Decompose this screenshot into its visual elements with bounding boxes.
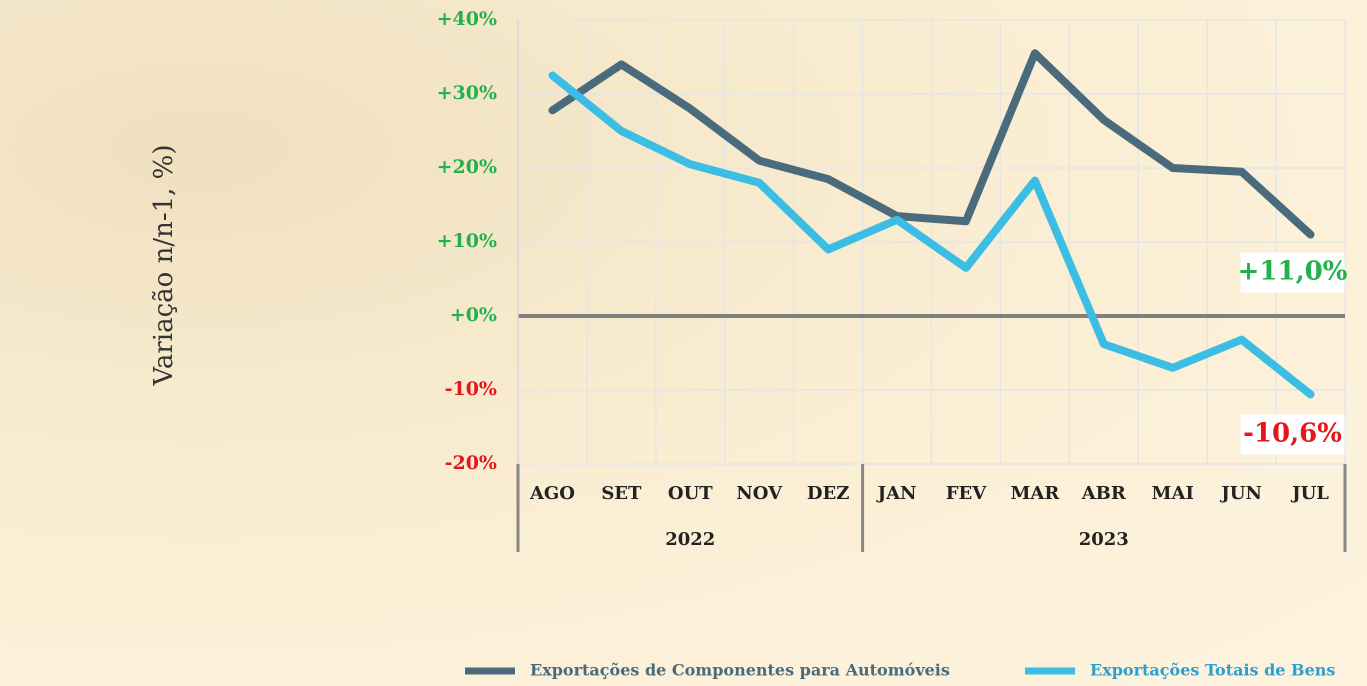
y-tick-label: +0% bbox=[450, 304, 497, 326]
x-tick-label: OUT bbox=[668, 483, 713, 504]
value-label: -10,6% bbox=[1243, 418, 1342, 448]
value-label: +11,0% bbox=[1238, 257, 1348, 287]
x-tick-label: JAN bbox=[876, 483, 917, 504]
x-tick-label: SET bbox=[601, 483, 642, 504]
x-tick-label: JUN bbox=[1219, 483, 1262, 504]
y-axis-label: Variação n/n-1, %) bbox=[149, 144, 179, 386]
page: Variação n/n-1, %) -20% -10% +0% +10% +20% +3… bbox=[0, 0, 1367, 686]
x-tick-label: MAI bbox=[1152, 483, 1194, 504]
y-tick-label: -20% bbox=[445, 452, 497, 474]
x-group-label: 2022 bbox=[665, 529, 715, 550]
x-tick-label: ABR bbox=[1081, 483, 1127, 504]
x-tick-label: MAR bbox=[1010, 483, 1060, 504]
legend-label: Exportações de Componentes para Automóve… bbox=[530, 661, 950, 680]
x-tick-label: JUL bbox=[1290, 483, 1329, 504]
y-tick-label: -10% bbox=[445, 378, 497, 400]
chart: Variação n/n-1, %) -20% -10% +0% +10% +20% +3… bbox=[0, 0, 1367, 686]
y-tick-label: +30% bbox=[437, 82, 497, 104]
x-tick-label: NOV bbox=[736, 483, 783, 504]
y-tick-label: +20% bbox=[437, 156, 497, 178]
x-group-label: 2023 bbox=[1079, 529, 1129, 550]
y-tick-label: +10% bbox=[437, 230, 497, 252]
x-tick-label: DEZ bbox=[807, 483, 849, 504]
x-tick-label: AGO bbox=[529, 483, 575, 504]
y-tick-label: +40% bbox=[437, 8, 497, 30]
legend-label: Exportações Totais de Bens bbox=[1090, 661, 1335, 680]
x-tick-label: FEV bbox=[946, 483, 987, 504]
